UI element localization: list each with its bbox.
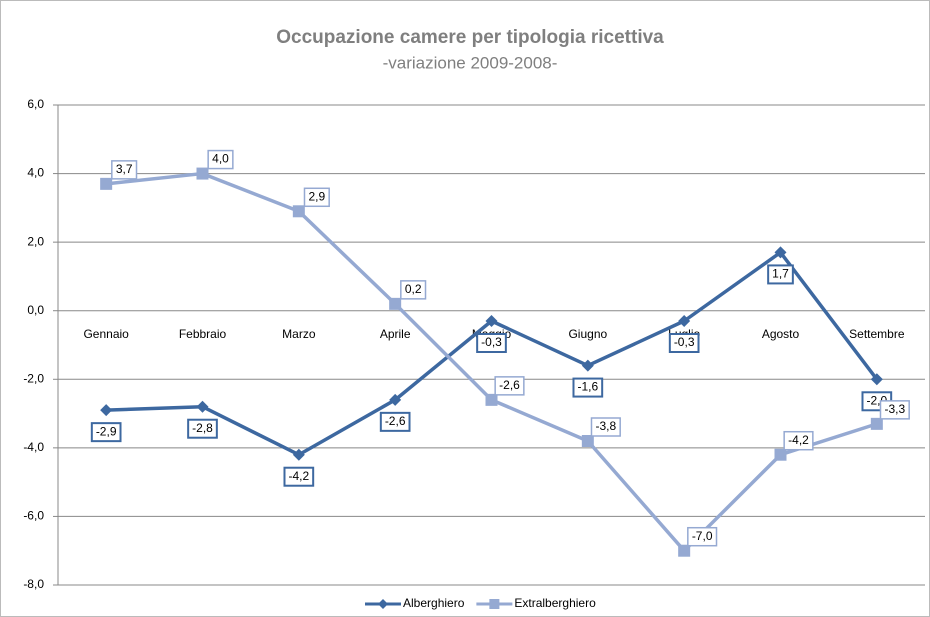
marker (485, 315, 498, 327)
chart-subtitle: -variazione 2009-2008- (383, 53, 558, 72)
y-tick-label: -8,0 (23, 577, 44, 591)
marker (581, 359, 594, 372)
marker (581, 435, 594, 447)
data-label-box (111, 160, 138, 180)
marker (292, 205, 305, 218)
data-label-box (400, 280, 427, 300)
x-tick-label: Aprile (380, 327, 411, 341)
data-label: -3,3 (884, 402, 905, 416)
data-label: -4,2 (288, 469, 309, 483)
data-label: -0,3 (674, 335, 695, 349)
legend-label: Extralberghiero (514, 596, 596, 610)
data-label-box (590, 417, 621, 437)
y-tick-label: -2,0 (23, 371, 44, 385)
marker (292, 448, 305, 461)
x-tick-label: Marzo (282, 327, 316, 341)
x-tick-label: Agosto (762, 327, 800, 341)
data-label-box (303, 187, 330, 208)
data-label: -4,2 (788, 433, 809, 447)
data-label-box (668, 333, 700, 353)
data-label-box (879, 400, 910, 420)
data-label-box (494, 376, 525, 396)
y-tick-label: 6,0 (27, 97, 44, 111)
marker (196, 167, 209, 180)
x-tick-label: Settembre (849, 327, 905, 341)
data-label-box (379, 411, 411, 432)
x-tick-label: Febbraio (179, 327, 227, 341)
y-tick-label: -6,0 (23, 509, 44, 523)
data-label: 4,0 (212, 152, 229, 166)
marker (389, 297, 402, 310)
legend-marker (378, 599, 388, 609)
data-label: -2,6 (385, 414, 406, 428)
marker (870, 373, 883, 386)
marker (485, 393, 498, 406)
data-label-box (767, 264, 794, 285)
data-label-box (283, 466, 315, 487)
data-label: -7,0 (692, 529, 713, 543)
data-label: -2,6 (499, 378, 520, 392)
data-label: 0,2 (405, 282, 422, 296)
legend-label: Alberghiero (403, 596, 465, 610)
y-tick-label: 0,0 (27, 303, 44, 317)
chart-title: Occupazione camere per tipologia ricetti… (276, 27, 664, 48)
marker (678, 315, 691, 327)
data-label: 1,7 (772, 267, 789, 281)
marker (100, 404, 113, 417)
data-label: -0,3 (481, 335, 502, 349)
data-label-box (687, 526, 718, 547)
data-label: -3,8 (595, 419, 616, 433)
data-label: 2,9 (308, 189, 325, 203)
data-label-box (90, 422, 122, 443)
data-label: -2,8 (192, 421, 213, 435)
marker (100, 177, 113, 190)
data-label-box (476, 333, 507, 353)
x-tick-label: Giugno (568, 327, 607, 341)
marker (196, 400, 209, 413)
marker (678, 544, 691, 557)
x-tick-label: Gennaio (83, 327, 129, 341)
y-tick-label: -4,0 (23, 440, 44, 454)
data-label: 3,7 (116, 162, 133, 176)
marker (774, 246, 787, 259)
marker (774, 448, 787, 461)
marker (870, 417, 883, 430)
y-tick-label: 2,0 (27, 234, 44, 248)
marker (389, 393, 402, 406)
data-label-box (207, 149, 234, 170)
data-label-box (572, 377, 604, 398)
data-label-box (783, 430, 814, 451)
legend-marker (489, 599, 500, 609)
data-label: -1,6 (577, 380, 598, 394)
y-tick-label: 4,0 (27, 166, 44, 180)
data-label: -2,9 (96, 424, 117, 438)
data-label-box (187, 418, 218, 439)
